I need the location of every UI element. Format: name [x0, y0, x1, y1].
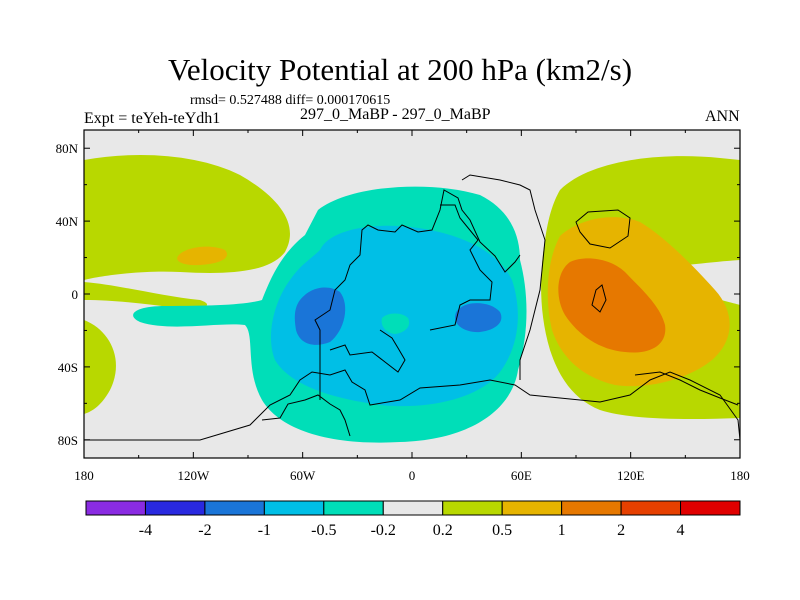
- outline-pacific-sa: [261, 394, 351, 437]
- contour-neg-1-east: [455, 303, 502, 333]
- contour-pos-0_2-west: [84, 155, 290, 280]
- outline-asia-east: [575, 209, 631, 249]
- contour-pos-0_2-west-band: [84, 282, 208, 309]
- colorbar-level-label: -4: [139, 522, 152, 539]
- colorbar-level-label: 0.2: [433, 522, 453, 539]
- lon-tick-label: 60W: [290, 468, 316, 483]
- stats-label: rmsd= 0.527488 diff= 0.000170615: [190, 93, 391, 108]
- lon-tick-label: 0: [409, 468, 416, 483]
- lat-tick-label: 0: [72, 287, 79, 302]
- colorbar-level-label: -0.2: [371, 522, 396, 539]
- colorbar-swatch: [620, 500, 682, 516]
- colorbar-swatch: [323, 500, 384, 516]
- lat-tick-label: 80S: [58, 433, 78, 448]
- lat-tick-label: 40S: [58, 360, 78, 375]
- outline-australia-arm: [591, 284, 607, 313]
- colorbar-swatch: [144, 500, 206, 516]
- lon-tick-label: 180: [730, 468, 750, 483]
- colorbar-level-label: 2: [617, 522, 625, 539]
- contour-pos-0_5-west: [177, 246, 228, 266]
- case-label: 297_0_MaBP - 297_0_MaBP: [300, 106, 491, 123]
- colorbar-swatch: [501, 500, 563, 516]
- contour-pos-1-east: [558, 258, 666, 353]
- outline-europe-asia: [461, 174, 546, 380]
- lon-tick-label: 120W: [177, 468, 210, 483]
- outline-americas: [314, 189, 521, 400]
- outline-africa: [429, 204, 493, 331]
- contour-neg-0_5-center: [381, 313, 410, 334]
- lat-tick-label: 40N: [56, 214, 79, 229]
- colorbar-level-label: -2: [198, 522, 211, 539]
- map-title: Velocity Potential at 200 hPa (km2/s): [167, 52, 633, 87]
- colorbar-swatch: [85, 500, 146, 516]
- season-label: ANN: [705, 108, 740, 125]
- land-outlines: [84, 174, 740, 441]
- colorbar-swatch: [680, 500, 741, 516]
- contour-field: [84, 130, 740, 458]
- colorbar-swatch: [382, 500, 444, 516]
- colorbar-level-label: 4: [677, 522, 685, 539]
- colorbar-swatch: [263, 500, 325, 516]
- experiment-label: Expt = teYeh-teYdh1: [84, 110, 221, 127]
- outline-se-box: [634, 371, 739, 406]
- colorbar: -4 -2 -1 -0.5 -0.2 0.2 0.5 1 2 4: [85, 500, 741, 539]
- colorbar-level-label: 1: [558, 522, 566, 539]
- lat-tick-label: 80N: [56, 141, 79, 156]
- lon-tick-label: 60E: [511, 468, 532, 483]
- lon-axis: 180 120W 60W 0 60E 120E 180: [74, 130, 750, 483]
- lat-axis: 80N 40N 0 40S 80S: [56, 141, 740, 448]
- colorbar-swatch: [561, 500, 622, 516]
- lon-tick-label: 120E: [617, 468, 645, 483]
- outline-south-america: [329, 329, 406, 373]
- colorbar-swatch: [442, 500, 503, 516]
- outline-antarctica: [84, 369, 740, 441]
- contour-pos-0_2-southwest: [84, 320, 116, 414]
- lon-tick-label: 180: [74, 468, 94, 483]
- colorbar-level-label: -1: [258, 522, 271, 539]
- colorbar-level-label: -0.5: [311, 522, 336, 539]
- colorbar-level-label: 0.5: [492, 522, 512, 539]
- colorbar-swatch: [204, 500, 265, 516]
